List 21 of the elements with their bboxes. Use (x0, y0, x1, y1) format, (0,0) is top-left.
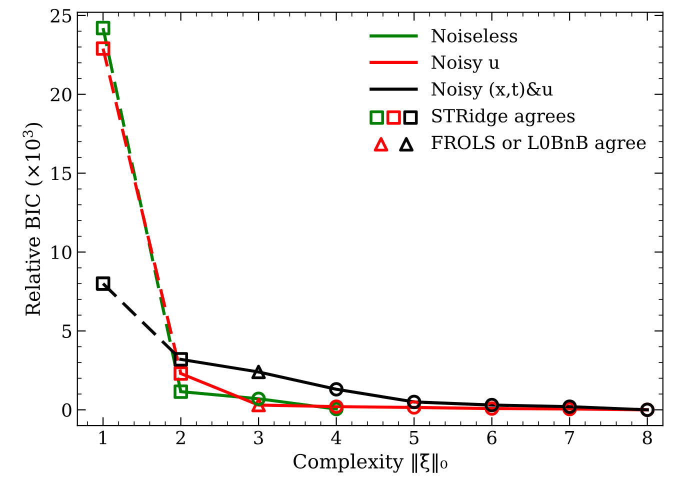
legend-label: STRidge agrees (432, 108, 575, 126)
y-tick-label: 0 (62, 403, 72, 417)
legend-label: FROLS or L0BnB agree (432, 136, 646, 154)
y-axis-title: Relative BIC (×10$^{3}$) (22, 122, 43, 316)
x-tick-label: 6 (487, 430, 496, 444)
legend-label: Noisy u (432, 55, 500, 73)
x-tick-label: 4 (331, 430, 342, 444)
legend-label: Noisy (x,t)&u (432, 82, 553, 100)
y-tick-label: 10 (52, 246, 72, 260)
y-tick-label: 15 (52, 166, 72, 180)
legend-label: Noiseless (432, 28, 518, 43)
x-tick-label: 5 (410, 430, 418, 444)
x-tick-label: 7 (565, 430, 574, 444)
x-tick-label: 3 (254, 430, 263, 444)
y-tick-label: 20 (50, 88, 72, 102)
y-tick-label: 5 (62, 324, 72, 338)
y-tick-label: 25 (50, 8, 72, 23)
x-tick-label: 8 (642, 430, 652, 444)
x-tick-label: 2 (176, 430, 185, 444)
x-tick-label: 1 (100, 430, 106, 444)
x-axis-title: Complexity ‖ξ̄‖₀ (294, 453, 448, 473)
